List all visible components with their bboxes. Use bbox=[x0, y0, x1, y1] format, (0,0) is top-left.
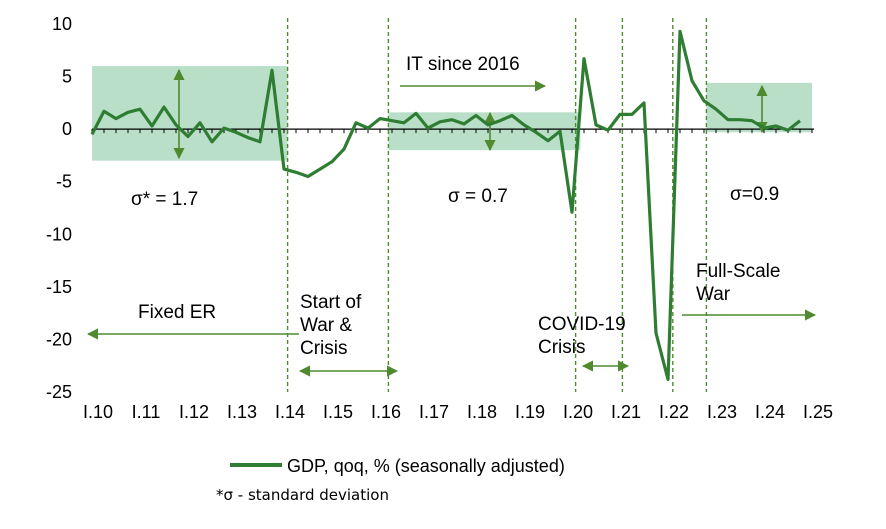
y-tick-label: 10 bbox=[52, 14, 72, 34]
std-dev-band-2 bbox=[388, 112, 581, 151]
x-tick-label: I.22 bbox=[659, 402, 689, 422]
x-tick-label: I.17 bbox=[419, 402, 449, 422]
x-tick-labels: I.10 I.11 I.12 I.13 I.14 I.15 I.16 I.17 I.18 I.19… bbox=[83, 402, 833, 422]
gdp-series-line bbox=[90, 29, 801, 381]
sigma-label-3: σ=0.9 bbox=[730, 184, 779, 205]
footnote: *σ - standard deviation bbox=[216, 486, 389, 504]
covid-label-line1: COVID-19 bbox=[538, 314, 626, 335]
y-tick-label: -15 bbox=[46, 277, 72, 297]
start-war-label-line1: Start of bbox=[300, 292, 362, 313]
x-tick-label: I.19 bbox=[515, 402, 545, 422]
x-tick-label: I.15 bbox=[323, 402, 353, 422]
x-tick-label: I.20 bbox=[563, 402, 593, 422]
x-tick-label: I.13 bbox=[227, 402, 257, 422]
y-tick-label: 0 bbox=[62, 119, 72, 139]
x-tick-label: I.12 bbox=[179, 402, 209, 422]
fixed-er-label: Fixed ER bbox=[138, 302, 216, 323]
legend-label: GDP, qoq, % (seasonally adjusted) bbox=[287, 456, 565, 476]
std-dev-bands bbox=[92, 66, 812, 161]
x-tick-label: I.23 bbox=[707, 402, 737, 422]
sigma-label-2: σ = 0.7 bbox=[448, 186, 508, 207]
x-tick-label: I.14 bbox=[275, 402, 305, 422]
sigma-label-1: σ* = 1.7 bbox=[131, 189, 198, 210]
annotation-arrows bbox=[86, 68, 817, 377]
start-war-label-line3: Crisis bbox=[300, 338, 348, 359]
x-tick-label: I.25 bbox=[803, 402, 833, 422]
x-tick-label: I.10 bbox=[83, 402, 113, 422]
x-tick-label: I.24 bbox=[755, 402, 785, 422]
start-war-label-line2: War & bbox=[300, 315, 352, 336]
x-tick-label: I.18 bbox=[467, 402, 497, 422]
it-since-label: IT since 2016 bbox=[406, 54, 520, 75]
covid-label-line2: Crisis bbox=[538, 337, 586, 358]
y-tick-label: -5 bbox=[56, 172, 72, 192]
x-tick-label: I.21 bbox=[611, 402, 641, 422]
full-scale-label-line1: Full-Scale bbox=[696, 261, 780, 282]
y-tick-label: -20 bbox=[46, 329, 72, 349]
x-tick-label: I.11 bbox=[132, 402, 161, 422]
full-scale-label-line2: War bbox=[696, 284, 731, 305]
std-dev-band-1 bbox=[92, 66, 288, 161]
y-tick-label: -10 bbox=[46, 224, 72, 244]
y-tick-labels: 10 5 0 -5 -10 -15 -20 -25 bbox=[46, 14, 72, 402]
y-tick-label: -25 bbox=[46, 382, 72, 402]
x-tick-label: I.16 bbox=[371, 402, 401, 422]
y-tick-label: 5 bbox=[62, 67, 72, 87]
